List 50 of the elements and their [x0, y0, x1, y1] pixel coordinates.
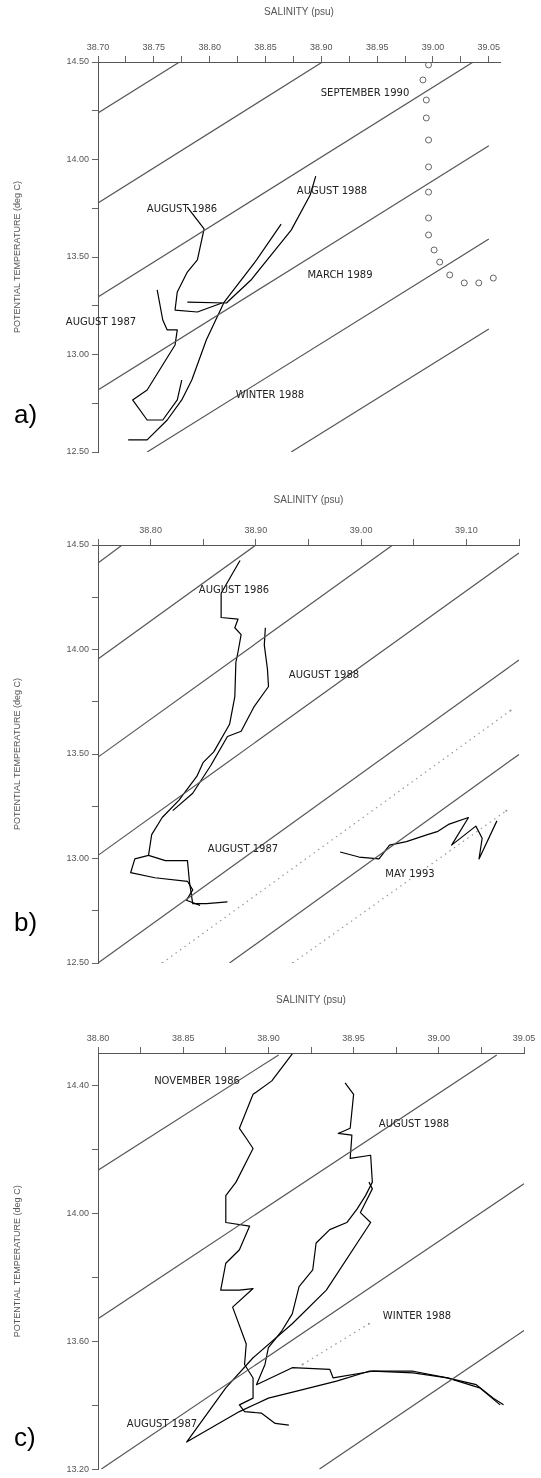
x-tick-label: 38.90	[244, 525, 268, 536]
y-tick-label: 14.50	[66, 539, 89, 550]
annotation: NOVEMBER 1986	[154, 1075, 240, 1087]
x-tick-label: 38.95	[342, 1033, 365, 1044]
y-tick-label: 14.50	[66, 56, 89, 67]
x-tick-label: 38.80	[86, 1033, 110, 1044]
y-tick-label: 13.20	[66, 1464, 89, 1475]
x-tick-label: 38.85	[254, 42, 277, 53]
x-tick-label: 39.05	[512, 1033, 536, 1044]
x-axis-title: SALINITY (psu)	[273, 493, 344, 505]
x-tick-label: 38.95	[365, 42, 389, 53]
annotation: AUGUST 1987	[207, 843, 279, 855]
x-tick-label: 39.00	[349, 525, 373, 536]
y-axis-title: POTENTIAL TEMPERATURE (deg C)	[11, 181, 22, 333]
y-tick-label: 12.50	[66, 446, 89, 457]
y-tick-label: 14.00	[66, 1207, 89, 1218]
x-tick-label: 38.90	[310, 42, 333, 53]
x-tick-label: 39.00	[427, 1033, 451, 1044]
x-tick-label: 38.90	[257, 1033, 280, 1044]
x-tick-label: 38.75	[142, 42, 166, 53]
y-tick-label: 14.00	[66, 153, 89, 164]
x-tick-label: 39.00	[421, 42, 445, 53]
annotation: WINTER 1988	[235, 389, 305, 401]
x-tick-label: 38.80	[198, 42, 221, 53]
y-tick-label: 12.50	[66, 957, 89, 968]
y-tick-label: 13.50	[66, 748, 89, 759]
x-tick-label: 39.10	[455, 525, 478, 536]
text: a)	[14, 399, 38, 429]
annotation: AUGUST 1986	[146, 203, 218, 215]
y-axis-title: POTENTIAL TEMPERATURE (deg C)	[11, 678, 22, 830]
text: c)	[14, 1422, 36, 1452]
y-tick-label: 14.00	[66, 643, 89, 654]
y-tick-label: 13.60	[66, 1335, 89, 1346]
x-axis-title: SALINITY (psu)	[276, 993, 346, 1005]
annotation: MAY 1993	[385, 868, 435, 880]
y-tick-label: 13.50	[66, 251, 89, 262]
y-tick-label: 13.00	[66, 852, 89, 863]
x-tick-label: 38.80	[139, 525, 162, 536]
y-tick-label: 13.00	[66, 348, 89, 359]
text: b)	[14, 907, 38, 937]
y-axis-title: POTENTIAL TEMPERATURE (deg C)	[11, 1185, 22, 1338]
x-tick-label: 38.70	[86, 42, 110, 53]
x-tick-label: 39.05	[477, 42, 501, 53]
x-tick-label: 38.85	[171, 1033, 195, 1044]
annotation: WINTER 1988	[382, 1310, 452, 1322]
annotation: MARCH 1989	[307, 269, 373, 281]
annotation: SEPTEMBER 1990	[320, 87, 410, 99]
y-tick-label: 14.40	[66, 1079, 89, 1090]
annotation: AUGUST 1987	[126, 1418, 198, 1430]
x-axis-title: SALINITY (psu)	[264, 5, 334, 17]
